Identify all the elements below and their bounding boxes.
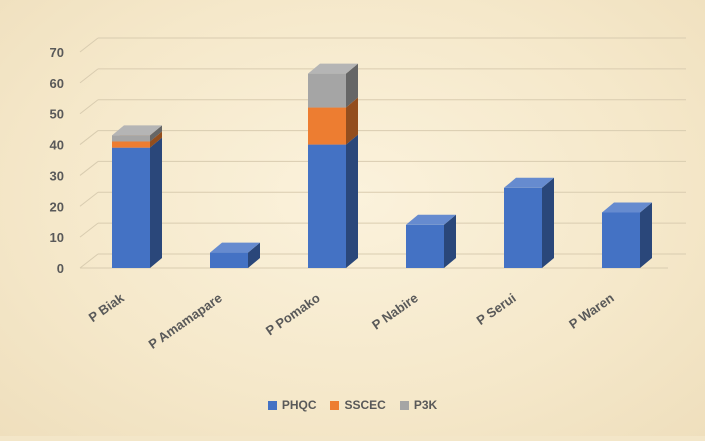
bar-phqc-1-side <box>248 242 260 268</box>
legend-item-p3k: P3K <box>399 398 438 412</box>
y-tick-label: 0 <box>57 261 64 276</box>
bar-phqc-2-front <box>308 144 346 268</box>
legend-swatch <box>399 400 409 410</box>
x-tick-label: P Amamapare <box>146 290 225 352</box>
x-tick-label: P Nabire <box>369 290 421 332</box>
y-tick-label: 40 <box>50 138 64 153</box>
bar-phqc-1-top <box>210 242 260 253</box>
y-tick-label: 50 <box>50 107 64 122</box>
x-tick-label: P Waren <box>566 290 617 332</box>
gridline-diagonal <box>79 161 99 176</box>
bar-phqc-5-top <box>602 202 652 213</box>
gridline-diagonal <box>79 191 99 207</box>
y-tick-label: 70 <box>50 45 64 60</box>
bar-phqc-4-side <box>542 177 554 268</box>
bar-p3k-0-front <box>112 135 150 142</box>
bar-phqc-5-side <box>640 202 652 268</box>
legend-label: PHQC <box>281 398 317 412</box>
legend-label: P3K <box>413 398 438 412</box>
bar-sscec-0-front <box>112 141 150 148</box>
bar-p3k-0-top <box>112 125 162 136</box>
bar-sscec-2-side <box>346 97 358 145</box>
legend-item-sscec: SSCEC <box>330 398 386 412</box>
chart-legend: PHQC SSCEC P3K <box>0 398 705 412</box>
bar-p3k-0-side <box>150 125 162 142</box>
gridline-diagonal <box>79 37 99 53</box>
legend-swatch <box>267 400 277 410</box>
bar-phqc-4-front <box>504 187 542 268</box>
bar-phqc-4-top <box>504 177 554 188</box>
legend-swatch <box>330 400 340 410</box>
bar-phqc-0-front <box>112 147 150 268</box>
bar-sscec-2-front <box>308 107 346 145</box>
bar-p3k-2-top <box>308 63 358 74</box>
gridline-diagonal <box>79 68 99 84</box>
gridline-diagonal <box>79 253 99 269</box>
gridline-diagonal <box>79 130 99 145</box>
x-tick-label: P Pomako <box>263 290 323 338</box>
bar-p3k-2-side <box>346 63 358 108</box>
bar-phqc-1-front <box>210 252 248 268</box>
y-tick-label: 20 <box>50 199 64 214</box>
legend-label: SSCEC <box>344 398 386 412</box>
bar-phqc-5-front <box>602 212 640 268</box>
gridline-diagonal <box>79 99 99 115</box>
x-tick-label: P Serui <box>474 290 519 328</box>
gridline-diagonal <box>79 222 99 238</box>
bar-phqc-3-side <box>444 214 456 268</box>
x-tick-label: P Biak <box>86 290 128 325</box>
bar-phqc-3-front <box>406 224 444 268</box>
bar-phqc-0-side <box>150 137 162 268</box>
y-tick-label: 30 <box>50 168 64 183</box>
y-tick-label: 10 <box>50 230 64 245</box>
legend-item-phqc: PHQC <box>267 398 317 412</box>
bar-sscec-0-side <box>150 131 162 148</box>
bar-p3k-2-front <box>308 73 346 108</box>
bar-phqc-3-top <box>406 214 456 225</box>
bar-phqc-2-side <box>346 134 358 268</box>
y-tick-label: 60 <box>50 76 64 91</box>
